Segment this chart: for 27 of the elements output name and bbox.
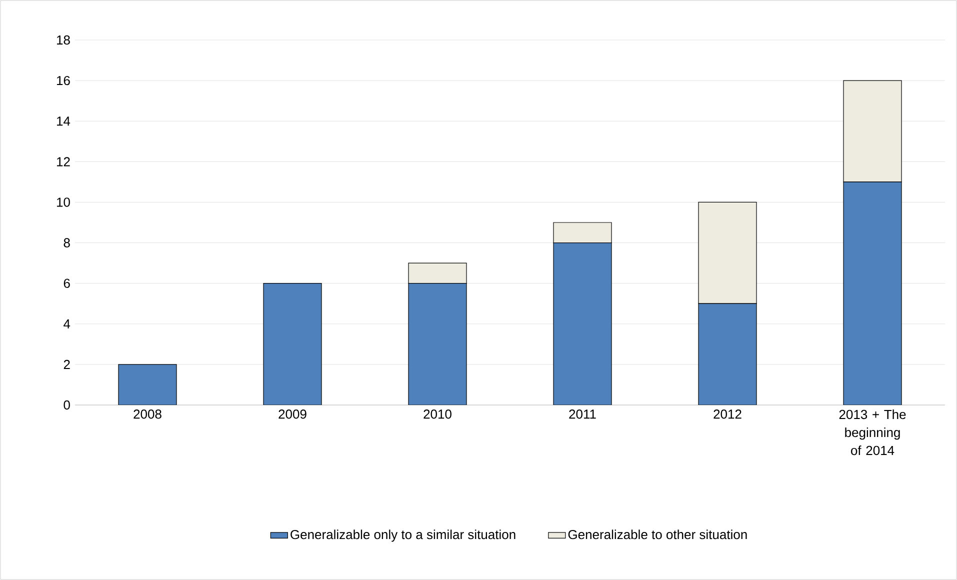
bar: [118, 364, 177, 405]
legend-label: Generalizable to other situation: [568, 530, 747, 540]
y-tick-label: 10: [56, 198, 70, 207]
bar: [263, 283, 322, 405]
x-tick-label: 2009: [278, 410, 306, 419]
y-tick-label: 12: [56, 157, 70, 166]
x-tick-label: 2013 + The beginning of 2014: [839, 410, 906, 456]
bar: [408, 262, 467, 284]
y-tick-label: 0: [64, 400, 70, 410]
y-tick-label: 18: [56, 35, 70, 45]
bar: [553, 222, 612, 244]
x-tick-label: 2011: [569, 410, 596, 419]
bar: [843, 182, 902, 405]
y-tick-label: 6: [64, 278, 70, 288]
y-tick-label: 2: [64, 360, 70, 369]
y-tick-label: 16: [56, 76, 70, 86]
bar: [408, 283, 467, 405]
y-tick-label: 14: [56, 116, 70, 126]
bar: [553, 242, 612, 405]
x-tick-label: 2008: [134, 410, 162, 419]
legend-label: Generalizable only to a similar situation: [290, 530, 516, 542]
y-tick-label: 4: [64, 319, 70, 328]
bar: [698, 303, 757, 405]
y-tick-label: 8: [64, 238, 70, 248]
x-tick-label: 2012: [714, 410, 742, 419]
bar: [698, 202, 757, 304]
x-tick-label: 2010: [424, 410, 452, 419]
